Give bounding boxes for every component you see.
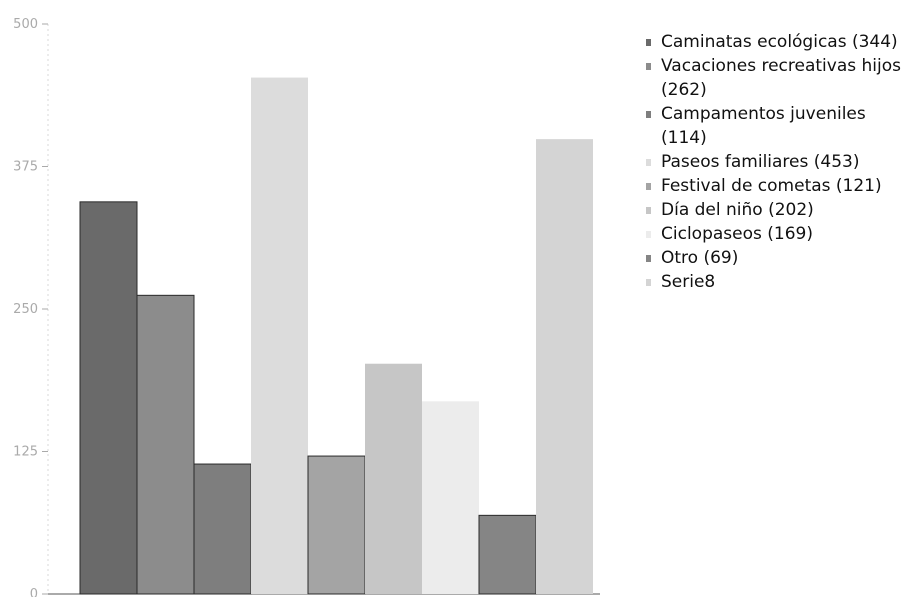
bar — [422, 401, 479, 594]
legend-item: Serie8 — [646, 270, 914, 294]
legend-swatch — [646, 159, 651, 166]
legend-label: Vacaciones recreativas hijos (262) — [661, 56, 901, 100]
legend-swatch — [646, 39, 651, 46]
y-tick-label: 500 — [13, 17, 38, 32]
legend-label: Caminatas ecológicas (344) — [661, 32, 898, 52]
legend-swatch — [646, 279, 651, 286]
legend-label: Otro (69) — [661, 248, 739, 268]
legend-label: Festival de cometas (121) — [661, 176, 882, 196]
legend-swatch — [646, 183, 651, 190]
y-tick-label: 0 — [30, 587, 38, 597]
bar — [365, 363, 422, 594]
legend-item: Paseos familiares (453) — [646, 150, 914, 174]
bar — [136, 294, 195, 595]
bar — [478, 514, 537, 595]
legend-item: Otro (69) — [646, 246, 914, 270]
legend-label: Serie8 — [661, 272, 716, 292]
legend-item: Caminatas ecológicas (344) — [646, 30, 914, 54]
legend-swatch — [646, 231, 651, 238]
legend-swatch — [646, 63, 651, 70]
legend-label: Campamentos juveniles (114) — [661, 104, 866, 148]
legend-swatch — [646, 207, 651, 214]
legend-label: Paseos familiares (453) — [661, 152, 860, 172]
legend-item: Día del niño (202) — [646, 198, 914, 222]
legend-label: Ciclopaseos (169) — [661, 224, 813, 244]
legend-label: Día del niño (202) — [661, 200, 814, 220]
bar — [193, 463, 252, 595]
legend-item: Campamentos juveniles (114) — [646, 102, 914, 150]
legend-swatch — [646, 255, 651, 262]
bar — [79, 201, 138, 595]
bar — [251, 77, 308, 594]
legend-item: Vacaciones recreativas hijos (262) — [646, 54, 914, 102]
legend-item: Festival de cometas (121) — [646, 174, 914, 198]
bar — [536, 139, 593, 594]
y-tick-label: 250 — [13, 302, 38, 317]
legend: Caminatas ecológicas (344) Vacaciones rec… — [646, 30, 914, 294]
y-tick-label: 375 — [13, 160, 38, 175]
bar — [307, 455, 366, 595]
y-tick-label: 125 — [13, 445, 38, 460]
legend-swatch — [646, 111, 651, 118]
legend-item: Ciclopaseos (169) — [646, 222, 914, 246]
bars — [79, 77, 593, 595]
